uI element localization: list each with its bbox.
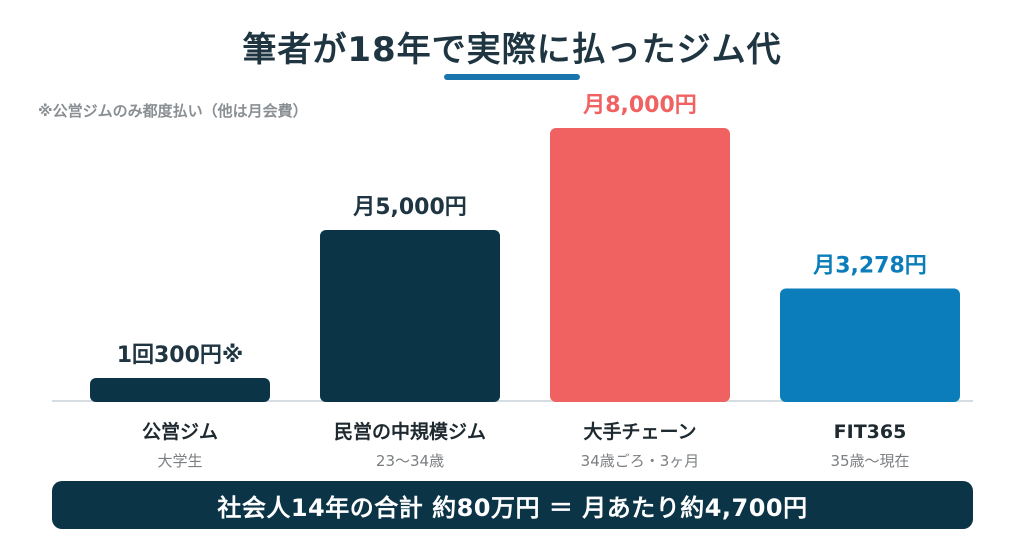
chart-note: ※公営ジムのみ都度払い（他は月会費）: [38, 102, 308, 120]
summary-banner: 社会人14年の合計 約80万円 ＝ 月あたり約4,700円: [52, 481, 973, 529]
category-label-3: 大手チェーン: [583, 420, 696, 443]
category-sublabel-1: 大学生: [157, 452, 202, 470]
summary-text: 社会人14年の合計 約80万円 ＝ 月あたり約4,700円: [217, 493, 808, 522]
value-label-2: 月5,000円: [352, 195, 467, 220]
bar-3: [550, 128, 730, 402]
chart-title: 筆者が18年で実際に払ったジム代: [242, 30, 782, 70]
category-sublabel-4: 35歳〜現在: [830, 452, 909, 470]
value-label-3: 月8,000円: [582, 93, 697, 118]
bar-1: [90, 378, 270, 402]
value-label-1: 1回300円※: [117, 343, 244, 368]
title-underline: [444, 74, 580, 80]
value-label-4: 月3,278円: [812, 254, 927, 279]
bar-2: [320, 230, 500, 402]
category-sublabel-3: 34歳ごろ・3ヶ月: [581, 452, 700, 470]
category-label-1: 公営ジム: [142, 420, 218, 443]
category-label-2: 民営の中規模ジム: [334, 420, 486, 443]
category-sublabel-2: 23〜34歳: [376, 452, 444, 470]
bar-4: [780, 288, 960, 402]
category-label-4: FIT365: [834, 421, 907, 443]
